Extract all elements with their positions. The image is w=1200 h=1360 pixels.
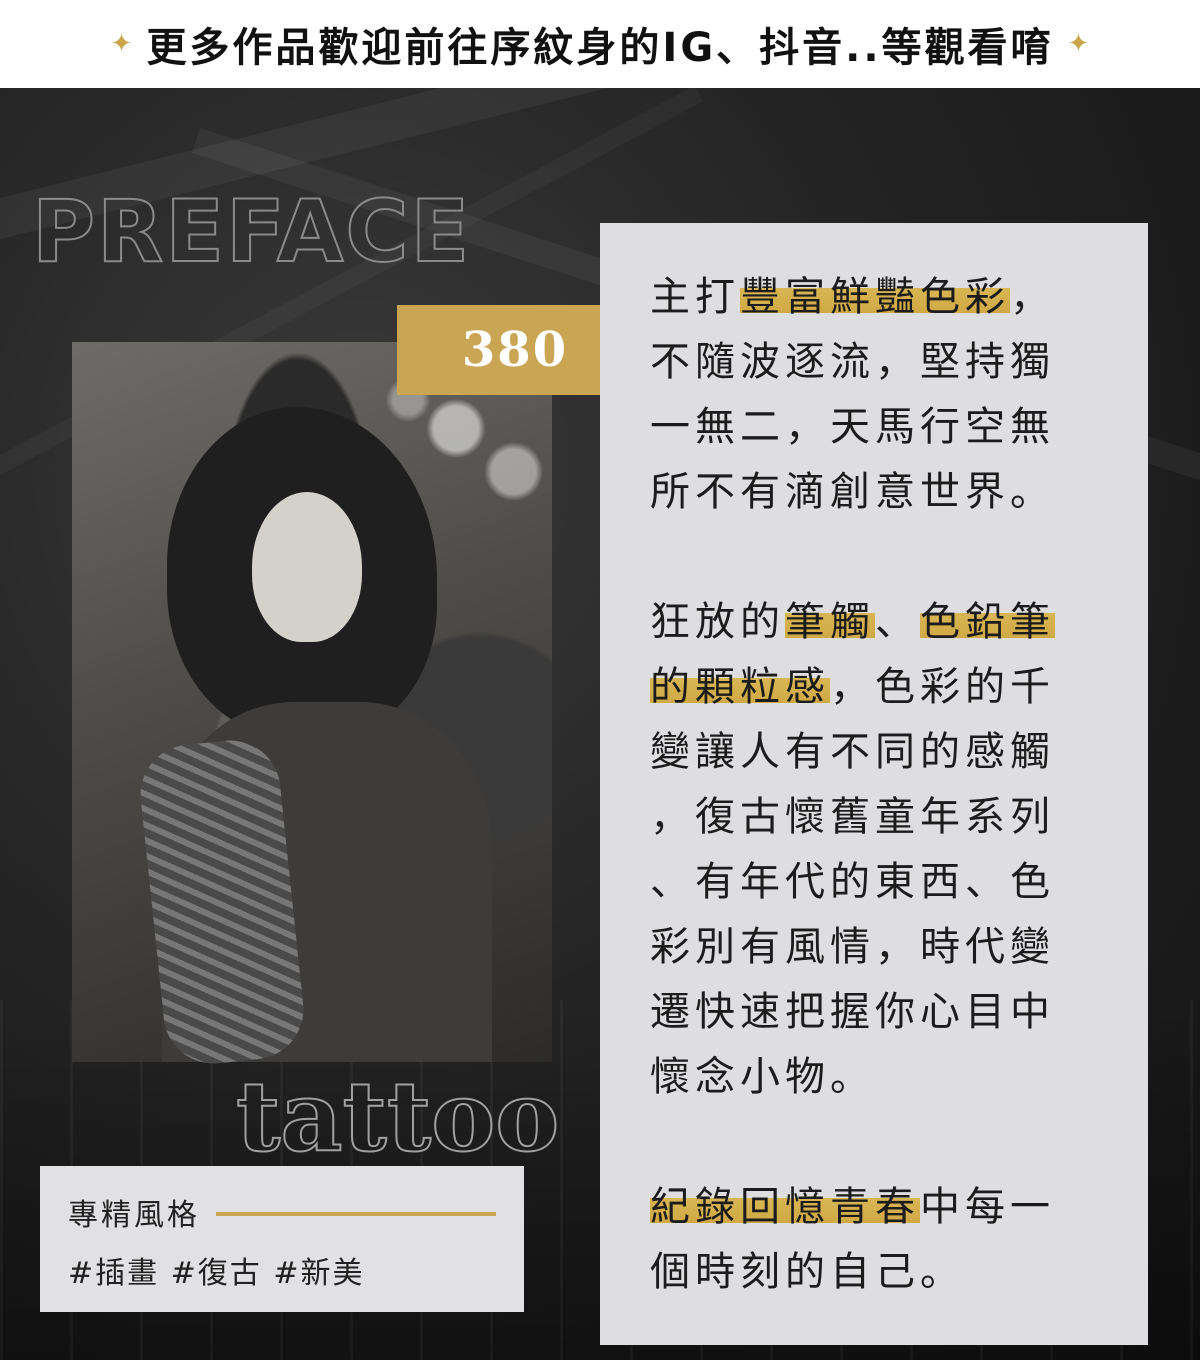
- text-line: 一無二，天馬行空無: [650, 404, 1055, 450]
- text-line: 所不有滴創意世界。: [650, 469, 1055, 515]
- text-line: 、有年代的東西、色: [650, 859, 1055, 905]
- text-span: 主打: [650, 274, 740, 320]
- text-line: 彩別有風情，時代變: [650, 924, 1055, 970]
- paragraph-3: 紀錄回憶青春中每一 個時刻的自己。: [650, 1175, 1148, 1305]
- text-line: 變讓人有不同的感觸: [650, 729, 1055, 775]
- sparkle-icon-left: ✦: [110, 29, 133, 59]
- tattoo-watermark: tattoo: [235, 1059, 560, 1174]
- text-line: ，復古懷舊童年系列: [650, 794, 1055, 840]
- gold-divider: [216, 1212, 496, 1216]
- text-span: 狂放的: [650, 599, 785, 645]
- text-span: 、: [875, 599, 920, 645]
- banner-text: 更多作品歡迎前往序紋身的IG、抖音..等觀看唷: [146, 25, 1054, 71]
- top-banner: ✦ 更多作品歡迎前往序紋身的IG、抖音..等觀看唷 ✦: [0, 0, 1200, 88]
- text-span: 中每一: [920, 1184, 1055, 1230]
- paragraph-2: 狂放的筆觸、色鉛筆 的顆粒感，色彩的千 變讓人有不同的感觸 ，復古懷舊童年系列 …: [650, 590, 1148, 1110]
- highlight-text: 豐富鮮豔色彩: [740, 274, 1010, 320]
- sparkle-icon-right: ✦: [1067, 29, 1090, 59]
- highlight-text: 筆觸: [785, 599, 875, 645]
- highlight-text: 色鉛筆: [920, 599, 1055, 645]
- highlight-text: 的顆粒感: [650, 664, 830, 710]
- text-span: ，: [1010, 274, 1055, 320]
- specialty-style-box: 專精風格 #插畫 #復古 #新美: [40, 1166, 524, 1312]
- text-line: 個時刻的自己。: [650, 1249, 965, 1295]
- text-line: 不隨波逐流，堅持獨: [650, 339, 1055, 385]
- price-badge: 380: [397, 305, 633, 395]
- specialty-title: 專精風格: [68, 1198, 200, 1233]
- text-line: 懷念小物。: [650, 1054, 875, 1100]
- text-line: 遷快速把握你心目中: [650, 989, 1055, 1035]
- description-panel: 主打豐富鮮豔色彩， 不隨波逐流，堅持獨 一無二，天馬行空無 所不有滴創意世界。 …: [600, 223, 1148, 1345]
- artist-photo: [72, 342, 552, 1069]
- preface-heading: PREFACE: [31, 181, 472, 283]
- specialty-tags: #插畫 #復古 #新美: [68, 1256, 365, 1291]
- paragraph-1: 主打豐富鮮豔色彩， 不隨波逐流，堅持獨 一無二，天馬行空無 所不有滴創意世界。: [650, 265, 1148, 525]
- text-span: ，色彩的千: [830, 664, 1055, 710]
- highlight-text: 紀錄回憶青春: [650, 1184, 920, 1230]
